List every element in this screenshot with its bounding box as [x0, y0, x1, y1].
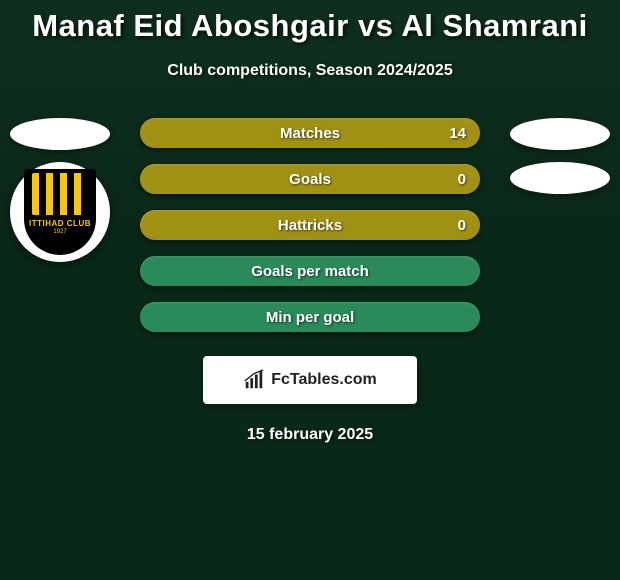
stat-label: Min per goal: [266, 309, 354, 326]
subtitle: Club competitions, Season 2024/2025: [0, 62, 620, 80]
left-team-column: ITTIHAD CLUB 1927: [10, 118, 110, 262]
placeholder-oval-left: [10, 118, 110, 150]
stat-value: 0: [458, 171, 466, 188]
stat-label: Goals per match: [251, 263, 369, 280]
stat-row-hattricks: Hattricks 0: [140, 210, 480, 240]
stat-value: 14: [449, 125, 466, 142]
chart-icon: [243, 369, 265, 391]
stat-row-goals-per-match: Goals per match: [140, 256, 480, 286]
stat-label: Matches: [280, 125, 340, 142]
brand-text: FcTables.com: [271, 371, 377, 389]
page-title: Manaf Eid Aboshgair vs Al Shamrani: [0, 8, 620, 44]
stat-rows: Matches 14 Goals 0 Hattricks 0 Goals per…: [140, 118, 480, 332]
right-team-column: [510, 118, 610, 194]
stat-row-goals: Goals 0: [140, 164, 480, 194]
date-text: 15 february 2025: [0, 426, 620, 444]
stat-value: 0: [458, 217, 466, 234]
stats-area: ITTIHAD CLUB 1927 Matches 14 Goals 0 Hat…: [0, 118, 620, 332]
infographic: Manaf Eid Aboshgair vs Al Shamrani Club …: [0, 0, 620, 444]
stat-label: Hattricks: [278, 217, 342, 234]
placeholder-oval-right-2: [510, 162, 610, 194]
badge-stripes: [32, 173, 88, 215]
stat-label: Goals: [289, 171, 331, 188]
stat-row-min-per-goal: Min per goal: [140, 302, 480, 332]
badge-club-name: ITTIHAD CLUB: [29, 219, 91, 228]
badge-shield: ITTIHAD CLUB 1927: [24, 169, 96, 255]
placeholder-oval-right-1: [510, 118, 610, 150]
club-badge-ittihad: ITTIHAD CLUB 1927: [10, 162, 110, 262]
stat-row-matches: Matches 14: [140, 118, 480, 148]
brand-badge: FcTables.com: [203, 356, 417, 404]
badge-year: 1927: [53, 229, 66, 235]
